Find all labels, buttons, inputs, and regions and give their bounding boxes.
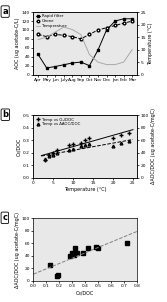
Temp vs O₃/DOC	[80, 141, 82, 145]
Temp vs ΔAOC/DOC	[56, 151, 58, 155]
Temp vs O₃/DOC	[84, 138, 86, 142]
Temp vs O₃/DOC	[56, 148, 58, 152]
Line: Temp vs ΔAOC/DOC: Temp vs ΔAOC/DOC	[44, 140, 130, 160]
X-axis label: O₃/DOC: O₃/DOC	[76, 291, 94, 295]
Temp vs ΔAOC/DOC	[44, 157, 46, 161]
Temp vs ΔAOC/DOC	[68, 148, 70, 151]
Temp vs O₃/DOC	[48, 153, 50, 157]
Temp vs ΔAOC/DOC	[88, 142, 90, 146]
Temp vs O₃/DOC	[120, 133, 122, 137]
Y-axis label: ΔAOC/DOC (ug acetate-C/mgC): ΔAOC/DOC (ug acetate-C/mgC)	[151, 108, 156, 185]
Temp vs ΔAOC/DOC	[52, 153, 54, 157]
Temp vs O₃/DOC	[88, 136, 90, 140]
Temp vs O₃/DOC	[52, 151, 54, 155]
Text: c: c	[2, 213, 7, 222]
Temp vs O₃/DOC	[72, 142, 74, 146]
Temp vs O₃/DOC	[112, 136, 114, 140]
Temp vs ΔAOC/DOC	[128, 140, 130, 143]
Temp vs O₃/DOC	[44, 159, 46, 162]
Temp vs ΔAOC/DOC	[120, 141, 122, 145]
Temp vs O₃/DOC	[68, 143, 70, 147]
X-axis label: Temperature (°C): Temperature (°C)	[64, 187, 106, 192]
Line: Temp vs O₃/DOC: Temp vs O₃/DOC	[43, 131, 131, 162]
Y-axis label: AOC (ug acetate-C/L): AOC (ug acetate-C/L)	[15, 18, 20, 69]
Legend: Temp vs O₃/DOC, Temp vs ΔAOC/DOC: Temp vs O₃/DOC, Temp vs ΔAOC/DOC	[35, 117, 80, 127]
Y-axis label: O₃/DOC: O₃/DOC	[16, 137, 21, 156]
Temp vs ΔAOC/DOC	[80, 145, 82, 148]
Legend: Rapid filter, Ozone, Temperature: Rapid filter, Ozone, Temperature	[35, 14, 67, 28]
Temp vs ΔAOC/DOC	[48, 154, 50, 158]
Temp vs ΔAOC/DOC	[112, 145, 114, 148]
Temp vs ΔAOC/DOC	[72, 147, 74, 151]
Text: a: a	[2, 7, 8, 16]
Temp vs ΔAOC/DOC	[84, 143, 86, 147]
Y-axis label: Temperature (°C): Temperature (°C)	[148, 22, 153, 65]
Temp vs O₃/DOC	[128, 131, 130, 134]
Text: b: b	[2, 110, 8, 119]
Y-axis label: ΔAOC/DOC (ug acetate-C/mgC): ΔAOC/DOC (ug acetate-C/mgC)	[15, 212, 20, 288]
